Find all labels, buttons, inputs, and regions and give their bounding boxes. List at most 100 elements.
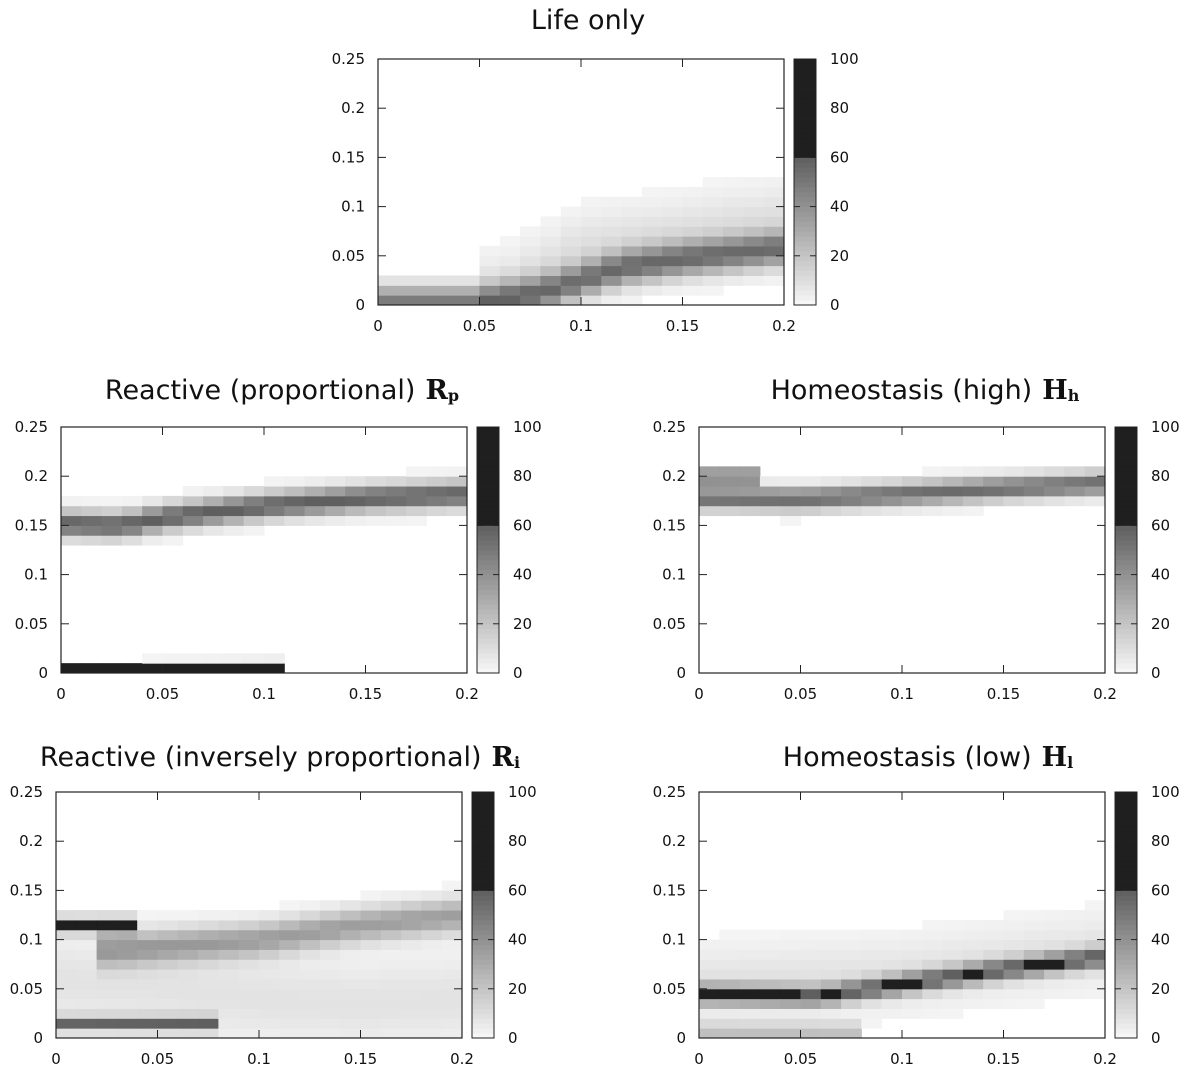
heatmap-cell (182, 515, 204, 526)
heatmap-cell (922, 959, 944, 970)
colorbar-segment (1115, 910, 1137, 916)
heatmap-cell (299, 998, 321, 1009)
heatmap-cell (1003, 919, 1025, 931)
heatmap-cell (223, 486, 245, 497)
heatmap-cell (763, 255, 785, 267)
heatmap-cell (983, 466, 1004, 477)
heatmap-cell (841, 1008, 862, 1019)
colorbar-label: 60 (508, 881, 527, 899)
colorbar-segment (477, 554, 499, 561)
colorbar-segment (794, 78, 816, 84)
heatmap-cell (380, 1018, 402, 1029)
heatmap-cell (962, 988, 984, 1000)
heatmap-cell (881, 988, 903, 1000)
colorbar-label: 80 (513, 467, 532, 485)
heatmap-cell (719, 939, 741, 950)
heatmap-cell (763, 177, 785, 188)
heatmap-cell (763, 265, 785, 276)
heatmap-cell (203, 505, 224, 517)
heatmap-cell (922, 476, 944, 487)
colorbar-segment (1115, 993, 1137, 1000)
heatmap-cell (962, 998, 984, 1009)
heatmap-cell (820, 495, 842, 507)
heatmap-cell (902, 495, 923, 507)
heatmap-cell (177, 1018, 199, 1029)
colorbar-segment (794, 255, 816, 262)
heatmap-cell (499, 285, 521, 296)
heatmap-cell (520, 255, 541, 267)
heatmap-cell (759, 476, 781, 487)
heatmap-cell (299, 969, 321, 980)
heatmap-cell (601, 295, 623, 306)
heatmap-cell (157, 969, 179, 980)
heatmap-cell (61, 525, 82, 536)
heatmap-cell (902, 929, 923, 941)
heatmap-cell (345, 495, 366, 507)
heatmap-cell (319, 900, 341, 911)
heatmap-cell (1044, 910, 1065, 921)
heatmap-cell (380, 1008, 402, 1019)
heatmap-cell (861, 969, 883, 980)
heatmap-cell (983, 929, 1004, 941)
colorbar-segment (794, 162, 816, 168)
heatmap-cell (218, 959, 240, 970)
heatmap-cell (401, 1028, 422, 1039)
heatmap-cell (1044, 495, 1065, 507)
heatmap-cell (861, 939, 883, 950)
heatmap-cell (662, 285, 683, 296)
heatmap-cell (759, 959, 781, 970)
colorbar-segment (1115, 599, 1137, 605)
heatmap-cell (223, 515, 245, 526)
colorbar-segment (1115, 900, 1137, 906)
heatmap-cell (218, 998, 240, 1009)
heatmap-cell (116, 1018, 138, 1029)
heatmap-cell (157, 998, 179, 1009)
heatmap-cell (1084, 919, 1106, 931)
x-tick-label: 0.2 (772, 317, 796, 335)
colorbar-segment (794, 191, 816, 198)
heatmap-cell (723, 265, 744, 276)
heatmap-cell (421, 978, 443, 990)
heatmap-cell (421, 929, 443, 941)
heatmap-cell (1023, 988, 1045, 1000)
heatmap-cell (601, 236, 623, 247)
heatmap-cell (780, 505, 801, 517)
heatmap-cell (881, 476, 903, 487)
x-tick-label: 0.15 (349, 685, 382, 703)
heatmap-cell (499, 255, 521, 267)
heatmap-cell (340, 969, 361, 980)
heatmap-cell (881, 495, 903, 507)
heatmap-cell (820, 969, 842, 980)
colorbar-segment (794, 132, 816, 139)
heatmap-cell (743, 265, 765, 276)
heatmap-cell (601, 216, 623, 227)
heatmap-cell (942, 486, 964, 497)
colorbar-label: 0 (508, 1029, 518, 1047)
heatmap-cell (902, 949, 923, 960)
heatmap-cell (942, 969, 964, 980)
colorbar: 0 20 40 60 80 100 (1114, 783, 1180, 1047)
colorbar-segment (477, 525, 499, 531)
heatmap-cell (922, 969, 944, 980)
heatmap-cell (441, 1008, 463, 1019)
heatmap-cell (702, 177, 724, 188)
colorbar-segment (1115, 919, 1137, 926)
heatmap-cell (157, 978, 179, 990)
colorbar-segment (477, 461, 499, 467)
heatmap-cell (96, 959, 118, 970)
colorbar-segment (1115, 574, 1137, 580)
heatmap-cell (365, 505, 387, 517)
heatmap-cell (284, 505, 306, 517)
heatmap-cell (1064, 969, 1086, 980)
colorbar-segment (1115, 895, 1137, 901)
heatmap-cell (218, 1018, 240, 1029)
colorbar-segment (794, 113, 816, 119)
heatmap-cell (1023, 910, 1045, 921)
heatmap-cell (702, 245, 724, 257)
heatmap-cell (763, 236, 785, 247)
colorbar-label: 0 (513, 664, 523, 682)
heatmap-cell (380, 910, 402, 921)
colorbar-segment (1115, 559, 1137, 566)
heatmap-cell (723, 226, 744, 237)
heatmap-cell (459, 295, 480, 306)
